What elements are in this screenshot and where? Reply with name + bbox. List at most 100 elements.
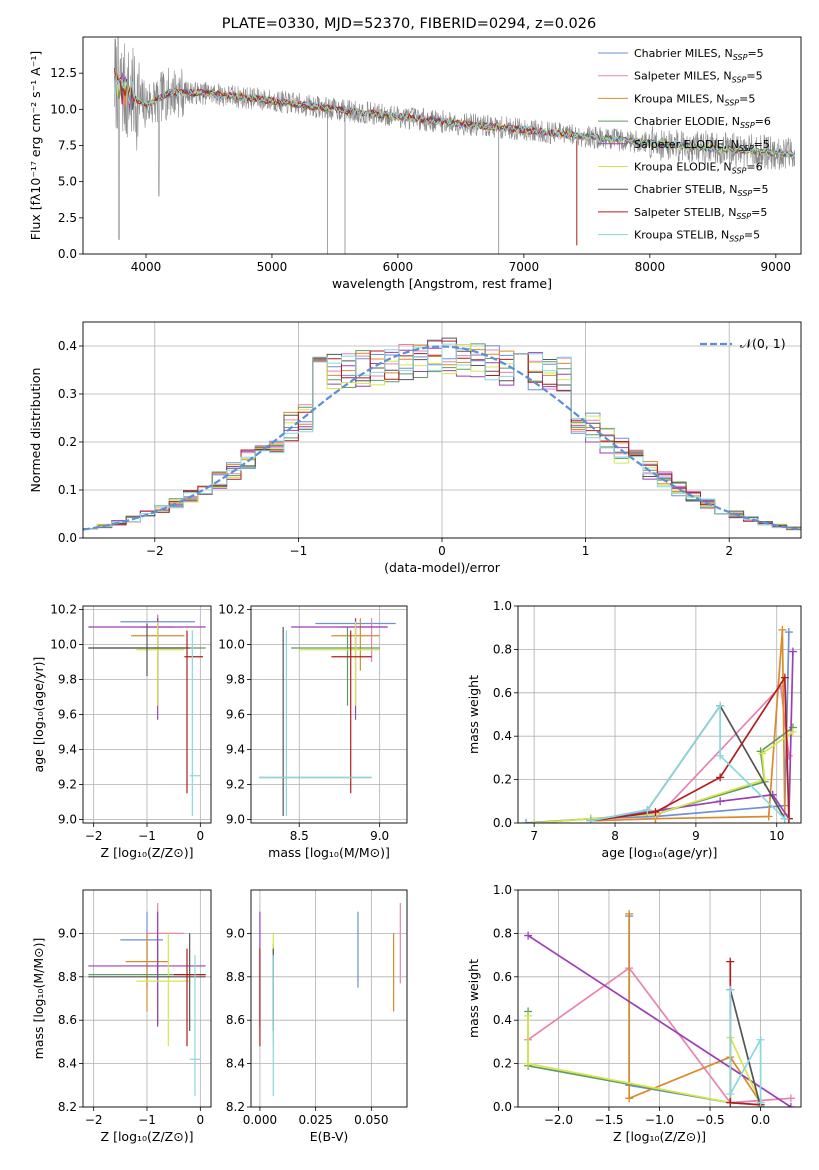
panel-spectrum: 4000 5000 6000 7000 8000 9000 0.0 2.5 5.0 7.5 10.0…	[28, 16, 802, 291]
y-tick-label: 0.4	[58, 339, 77, 353]
plot-area	[88, 614, 206, 816]
normal-curve	[83, 345, 801, 531]
data-point-marker	[726, 1098, 735, 1107]
x-axis-label: Z [log₁₀(Z/Z⊙)]	[613, 1129, 706, 1144]
data-point-marker	[643, 805, 652, 814]
x-tick-label: 0.050	[354, 1113, 388, 1127]
y-tick-label: 9.2	[226, 778, 245, 792]
x-axis-label: Z [log₁₀(Z/Z⊙)]	[101, 1129, 194, 1144]
x-tick-label: 7	[530, 829, 538, 843]
series-kroupa-miles	[628, 913, 762, 1104]
data-point-marker	[726, 1089, 735, 1098]
data-point-marker	[522, 819, 531, 823]
y-tick-label: 9.4	[226, 743, 245, 757]
gridlines	[518, 889, 801, 1108]
plot-area	[524, 909, 795, 1107]
y-tick-label: 0.0	[58, 531, 77, 545]
x-tick-label: −1	[290, 544, 308, 558]
x-tick-label: 10	[769, 829, 784, 843]
legend-subscript: SSP	[732, 167, 747, 176]
y-axis-label: mass [log₁₀(M/M⊙)]	[31, 938, 46, 1060]
panel-mass_vs_ebv: 0.000 0.025 0.050 8.2 8.4 8.6 8.8 9.0 E(B-V)	[226, 889, 408, 1144]
data-point-marker	[786, 1103, 795, 1107]
legend-subscript: SSP	[736, 212, 751, 221]
y-axis-label: age [log₁₀(age/yr)]	[31, 657, 46, 773]
data-point-marker	[784, 751, 793, 760]
x-tick-label: 8	[611, 829, 619, 843]
data-point-marker	[524, 1011, 533, 1020]
y-tick-label: 0.6	[493, 970, 512, 984]
errorbar-point	[184, 630, 203, 794]
y-tick-label: 8.2	[58, 1100, 77, 1114]
y-tick-label: 10.2	[218, 603, 245, 617]
series-kroupa-elodie	[534, 731, 794, 823]
data-point-marker	[778, 625, 787, 634]
gridlines	[251, 890, 407, 1108]
x-tick-label: 9000	[761, 260, 792, 274]
y-tick-label: 0.6	[493, 686, 512, 700]
legend-entry: Chabrier ELODIE, NSSP=6	[634, 115, 771, 130]
y-tick-label: 9.8	[58, 673, 77, 687]
x-tick-label: 4000	[131, 260, 162, 274]
y-tick-label: 0.2	[493, 1057, 512, 1071]
data-point-marker	[726, 985, 735, 994]
legend-entry: 𝒩(0, 1)	[740, 336, 786, 351]
y-tick-label: 9.0	[58, 813, 77, 827]
y-tick-label: 9.6	[226, 708, 245, 722]
legend-label: Salpeter STELIB, N	[634, 206, 736, 219]
y-tick-label: 10.0	[50, 102, 77, 116]
plot-area	[114, 37, 796, 254]
errorbar-point	[291, 618, 388, 720]
errorbar-point	[259, 630, 372, 816]
y-tick-label: 9.4	[58, 743, 77, 757]
x-tick-label: 9	[692, 829, 700, 843]
x-tick-label: −1.5	[594, 1113, 623, 1127]
y-tick-label: 9.0	[58, 926, 77, 940]
legend-entry: Salpeter ELODIE, NSSP=5	[634, 138, 770, 153]
legend-label: Chabrier STELIB, N	[634, 183, 738, 196]
x-axis-label: age [log₁₀(age/yr)]	[602, 845, 718, 860]
legend-label: Kroupa MILES, N	[634, 92, 724, 105]
x-tick-label: 7000	[509, 260, 540, 274]
y-tick-label: 12.5	[50, 66, 77, 80]
legend-subscript: SSP	[738, 189, 753, 198]
data-point-marker	[756, 1098, 765, 1107]
errorbar-point	[259, 627, 372, 816]
gridlines	[83, 606, 211, 823]
data-point-marker	[764, 812, 773, 821]
y-tick-label: 0.2	[493, 773, 512, 787]
x-tick-label: −0.5	[695, 1113, 724, 1127]
legend-subscript: SSP	[733, 53, 748, 62]
legend-suffix: =5	[746, 70, 762, 83]
panel-mass_vs_Z: −2 −1 0 8.2 8.4 8.6 8.8 9.0 Z [log₁₀(Z/Z⊙)] mass …	[31, 889, 212, 1144]
y-tick-label: 8.4	[58, 1057, 77, 1071]
plot-area	[83, 337, 801, 531]
y-axis-label: mass weight	[466, 959, 481, 1038]
x-tick-label: 6000	[383, 260, 414, 274]
x-tick-label: −1	[138, 1113, 156, 1127]
y-axis-label: Flux [fλ10⁻¹⁷ erg cm⁻² s⁻¹ A⁻¹]	[28, 51, 43, 240]
legend-entry: Chabrier STELIB, NSSP=5	[634, 183, 768, 198]
y-tick-label: 10.0	[50, 638, 77, 652]
data-point-marker	[758, 749, 767, 758]
panel-weight_vs_Z: −2.0 −1.5 −1.0 −0.5 0.0 0.0 0.2 0.4 0.6 0.8 1.0 Z […	[466, 883, 802, 1144]
data-point-marker	[716, 797, 725, 806]
y-tick-label: 0.1	[58, 483, 77, 497]
data-point-marker	[788, 647, 797, 656]
legend-label: Chabrier ELODIE, N	[634, 115, 740, 128]
legend-entry: Chabrier MILES, NSSP=5	[634, 47, 764, 62]
plot-area	[88, 903, 206, 1097]
gridlines	[251, 606, 407, 823]
y-tick-label: 1.0	[493, 883, 512, 897]
panel-age_vs_mass: 8.5 9.0 9.0 9.2 9.4 9.6 9.8 10.0 10.2 mass [log₁₀…	[218, 603, 408, 860]
y-tick-label: 0.3	[58, 387, 77, 401]
model-salpeter-stelib	[114, 67, 576, 139]
x-tick-label: 8000	[635, 260, 666, 274]
y-tick-label: 2.5	[58, 211, 77, 225]
errorbar-point	[339, 618, 388, 662]
y-axis-label: mass weight	[466, 675, 481, 754]
y-tick-label: 0.4	[493, 1013, 512, 1027]
y-tick-label: 0.8	[493, 926, 512, 940]
data-point-marker	[780, 814, 789, 823]
